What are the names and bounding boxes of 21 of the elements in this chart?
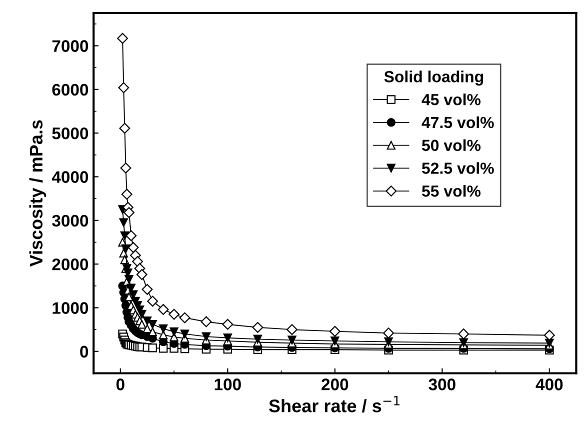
x-tick-label: 300 xyxy=(428,378,456,390)
y-tick-label: 1000 xyxy=(52,302,88,314)
legend-label: 45 vol% xyxy=(422,94,481,106)
legend-label: 52.5 vol% xyxy=(422,162,494,174)
x-axis-title: Shear rate / s$^{−1}$ xyxy=(268,396,400,413)
x-tick-label: 0 xyxy=(116,378,124,390)
y-tick-label: 3000 xyxy=(52,214,88,227)
legend-label: 47.5 vol% xyxy=(422,116,494,128)
y-tick-label: 7000 xyxy=(52,40,88,52)
y-tick-label: 4000 xyxy=(52,171,88,183)
x-tick-label: 400 xyxy=(536,378,563,390)
legend-title: Solid loading xyxy=(384,70,483,86)
y-tick-label: 0 xyxy=(80,346,88,358)
y-axis-title: Viscosity / mPa.s xyxy=(29,120,46,267)
x-tick-label: 200 xyxy=(322,378,348,390)
y-tick-label: 5000 xyxy=(52,127,88,140)
y-tick-label: 6000 xyxy=(52,84,88,96)
x-tick-label: 100 xyxy=(214,378,241,390)
legend-label: 55 vol% xyxy=(422,185,481,197)
y-tick-label: 2000 xyxy=(52,258,88,270)
legend-label: 50 vol% xyxy=(422,139,481,152)
